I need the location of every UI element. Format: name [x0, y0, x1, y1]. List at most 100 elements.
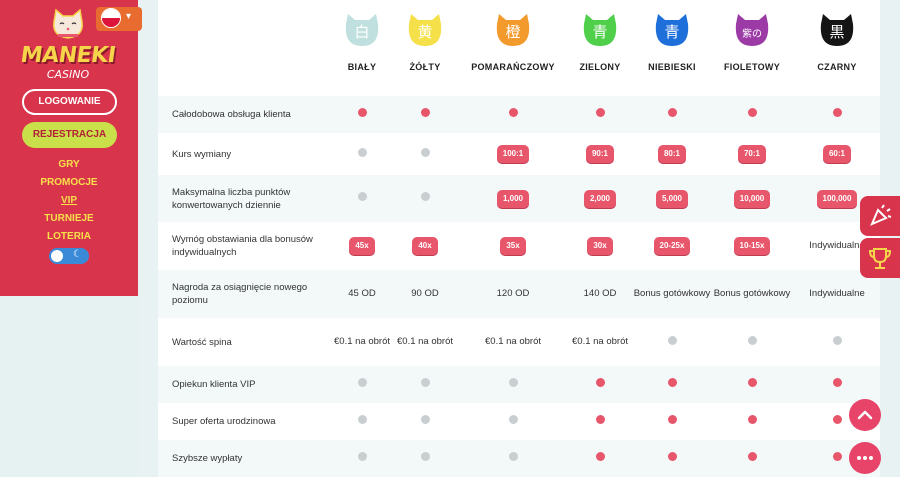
cell-text: €0.1 na obrót [334, 336, 390, 347]
login-button[interactable]: LOGOWANIE [22, 89, 117, 115]
table-cell: €0.1 na obrót [560, 336, 640, 348]
table-cell: 100:1 [473, 145, 553, 163]
table-cell [473, 378, 553, 391]
table-cell: 60:1 [797, 145, 877, 163]
tier-cat-icon: 青 [655, 14, 689, 46]
register-button[interactable]: REJESTRACJA [22, 122, 117, 148]
table-cell [322, 192, 402, 205]
tier-column-header: 橙 POMARAŃCZOWY [463, 0, 563, 96]
table-cell [712, 452, 792, 465]
tier-column-header: 紫の FIOLETOWY [702, 0, 802, 96]
row-label: Całodobowa obsługa klienta [172, 109, 291, 120]
table-cell [385, 415, 465, 428]
row-label: Szybsze wypłaty [172, 453, 243, 464]
cell-text: Bonus gotówkowy [633, 288, 711, 299]
row-label: Opiekun klienta VIP [172, 379, 256, 390]
cell-text: €0.1 na obrót [572, 336, 628, 347]
value-pill: 80:1 [657, 145, 686, 163]
cell-text: 45 OD [348, 288, 376, 299]
table-cell: 10-15x [712, 237, 792, 255]
table-cell [632, 452, 712, 465]
included-dot-icon [832, 452, 842, 461]
not-included-dot-icon [357, 378, 367, 387]
table-cell [560, 452, 640, 465]
table-row: Maksymalna liczba punktów konwertowanych… [158, 175, 880, 222]
vip-levels-table: 白 BIAŁY 黄 ŻÓŁTY 橙 POMARAŃCZOWY 青 ZIELONY 青 NIEBIE… [158, 0, 880, 477]
value-pill: 10,000 [733, 190, 771, 208]
maneki-logo[interactable]: MANEKI CASINO [19, 8, 117, 83]
tier-name: FIOLETOWY [723, 62, 781, 72]
tier-column-header: 白 BIAŁY [312, 0, 412, 96]
theme-toggle[interactable]: ☾ [49, 248, 89, 264]
table-cell [473, 108, 553, 121]
table-cell [797, 452, 877, 465]
table-cell [560, 108, 640, 121]
table-cell [322, 148, 402, 161]
value-pill: 1,000 [496, 190, 530, 208]
tier-header-row: 白 BIAŁY 黄 ŻÓŁTY 橙 POMARAŃCZOWY 青 ZIELONY 青 NIEBIE… [158, 0, 880, 96]
table-cell [473, 415, 553, 428]
tier-glyph: 青 [592, 23, 607, 41]
promotions-side-button[interactable] [860, 196, 900, 236]
table-cell [712, 378, 792, 391]
table-cell: 45x [322, 237, 402, 255]
table-cell: Indywidualne [797, 288, 877, 300]
value-pill: 20-25x [653, 237, 691, 255]
included-dot-icon [667, 415, 677, 424]
table-cell: 70:1 [712, 145, 792, 163]
table-cell [797, 378, 877, 391]
included-dot-icon [832, 108, 842, 117]
table-cell [797, 108, 877, 121]
row-label: Wartość spina [172, 337, 232, 348]
tier-glyph: 紫の [742, 28, 762, 40]
tournaments-side-button[interactable] [860, 238, 900, 278]
language-selector[interactable]: ▾ [96, 7, 142, 31]
scroll-to-top-button[interactable] [849, 399, 881, 431]
included-dot-icon [595, 452, 605, 461]
nav-item-promotions[interactable]: PROMOCJE [40, 177, 98, 188]
table-cell [632, 378, 712, 391]
row-label: Maksymalna liczba punktów konwertowanych… [172, 187, 291, 211]
table-row: Całodobowa obsługa klienta [158, 96, 880, 133]
table-cell: 30x [560, 237, 640, 255]
tier-glyph: 白 [354, 23, 369, 41]
table-cell [632, 108, 712, 121]
not-included-dot-icon [747, 336, 757, 345]
included-dot-icon [420, 108, 430, 117]
table-cell [473, 452, 553, 465]
table-cell: €0.1 na obrót [473, 336, 553, 348]
table-cell [560, 378, 640, 391]
table-cell [385, 108, 465, 121]
table-cell [385, 378, 465, 391]
table-cell: 90 OD [385, 288, 465, 300]
tier-cat-icon: 橙 [496, 14, 530, 46]
not-included-dot-icon [357, 452, 367, 461]
nav-item-games[interactable]: GRY [58, 159, 80, 170]
not-included-dot-icon [420, 452, 430, 461]
not-included-dot-icon [508, 415, 518, 424]
tier-column-header: 青 NIEBIESKI [622, 0, 722, 96]
tier-glyph: 黒 [829, 23, 844, 41]
nav-item-lottery[interactable]: LOTERIA [47, 231, 91, 242]
table-cell: 90:1 [560, 145, 640, 163]
chat-button[interactable] [849, 442, 881, 474]
cat-logo-icon [53, 8, 83, 39]
value-pill: 30x [587, 237, 613, 255]
nav-item-vip[interactable]: VIP [60, 195, 78, 206]
sidebar-background [0, 296, 138, 477]
not-included-dot-icon [420, 192, 430, 201]
tier-cat-icon: 白 [345, 14, 379, 46]
tier-name: ZIELONY [579, 62, 621, 72]
not-included-dot-icon [508, 452, 518, 461]
table-cell: Bonus gotówkowy [632, 288, 712, 300]
included-dot-icon [667, 452, 677, 461]
nav-item-tournaments[interactable]: TURNIEJE [44, 213, 94, 224]
tier-name: BIAŁY [347, 62, 377, 72]
table-cell: Indywidualne [797, 240, 877, 252]
included-dot-icon [508, 108, 518, 117]
included-dot-icon [667, 108, 677, 117]
not-included-dot-icon [832, 336, 842, 345]
tier-column-header: 青 ZIELONY [550, 0, 650, 96]
poland-flag-icon [101, 8, 121, 28]
trophy-icon [868, 248, 892, 269]
